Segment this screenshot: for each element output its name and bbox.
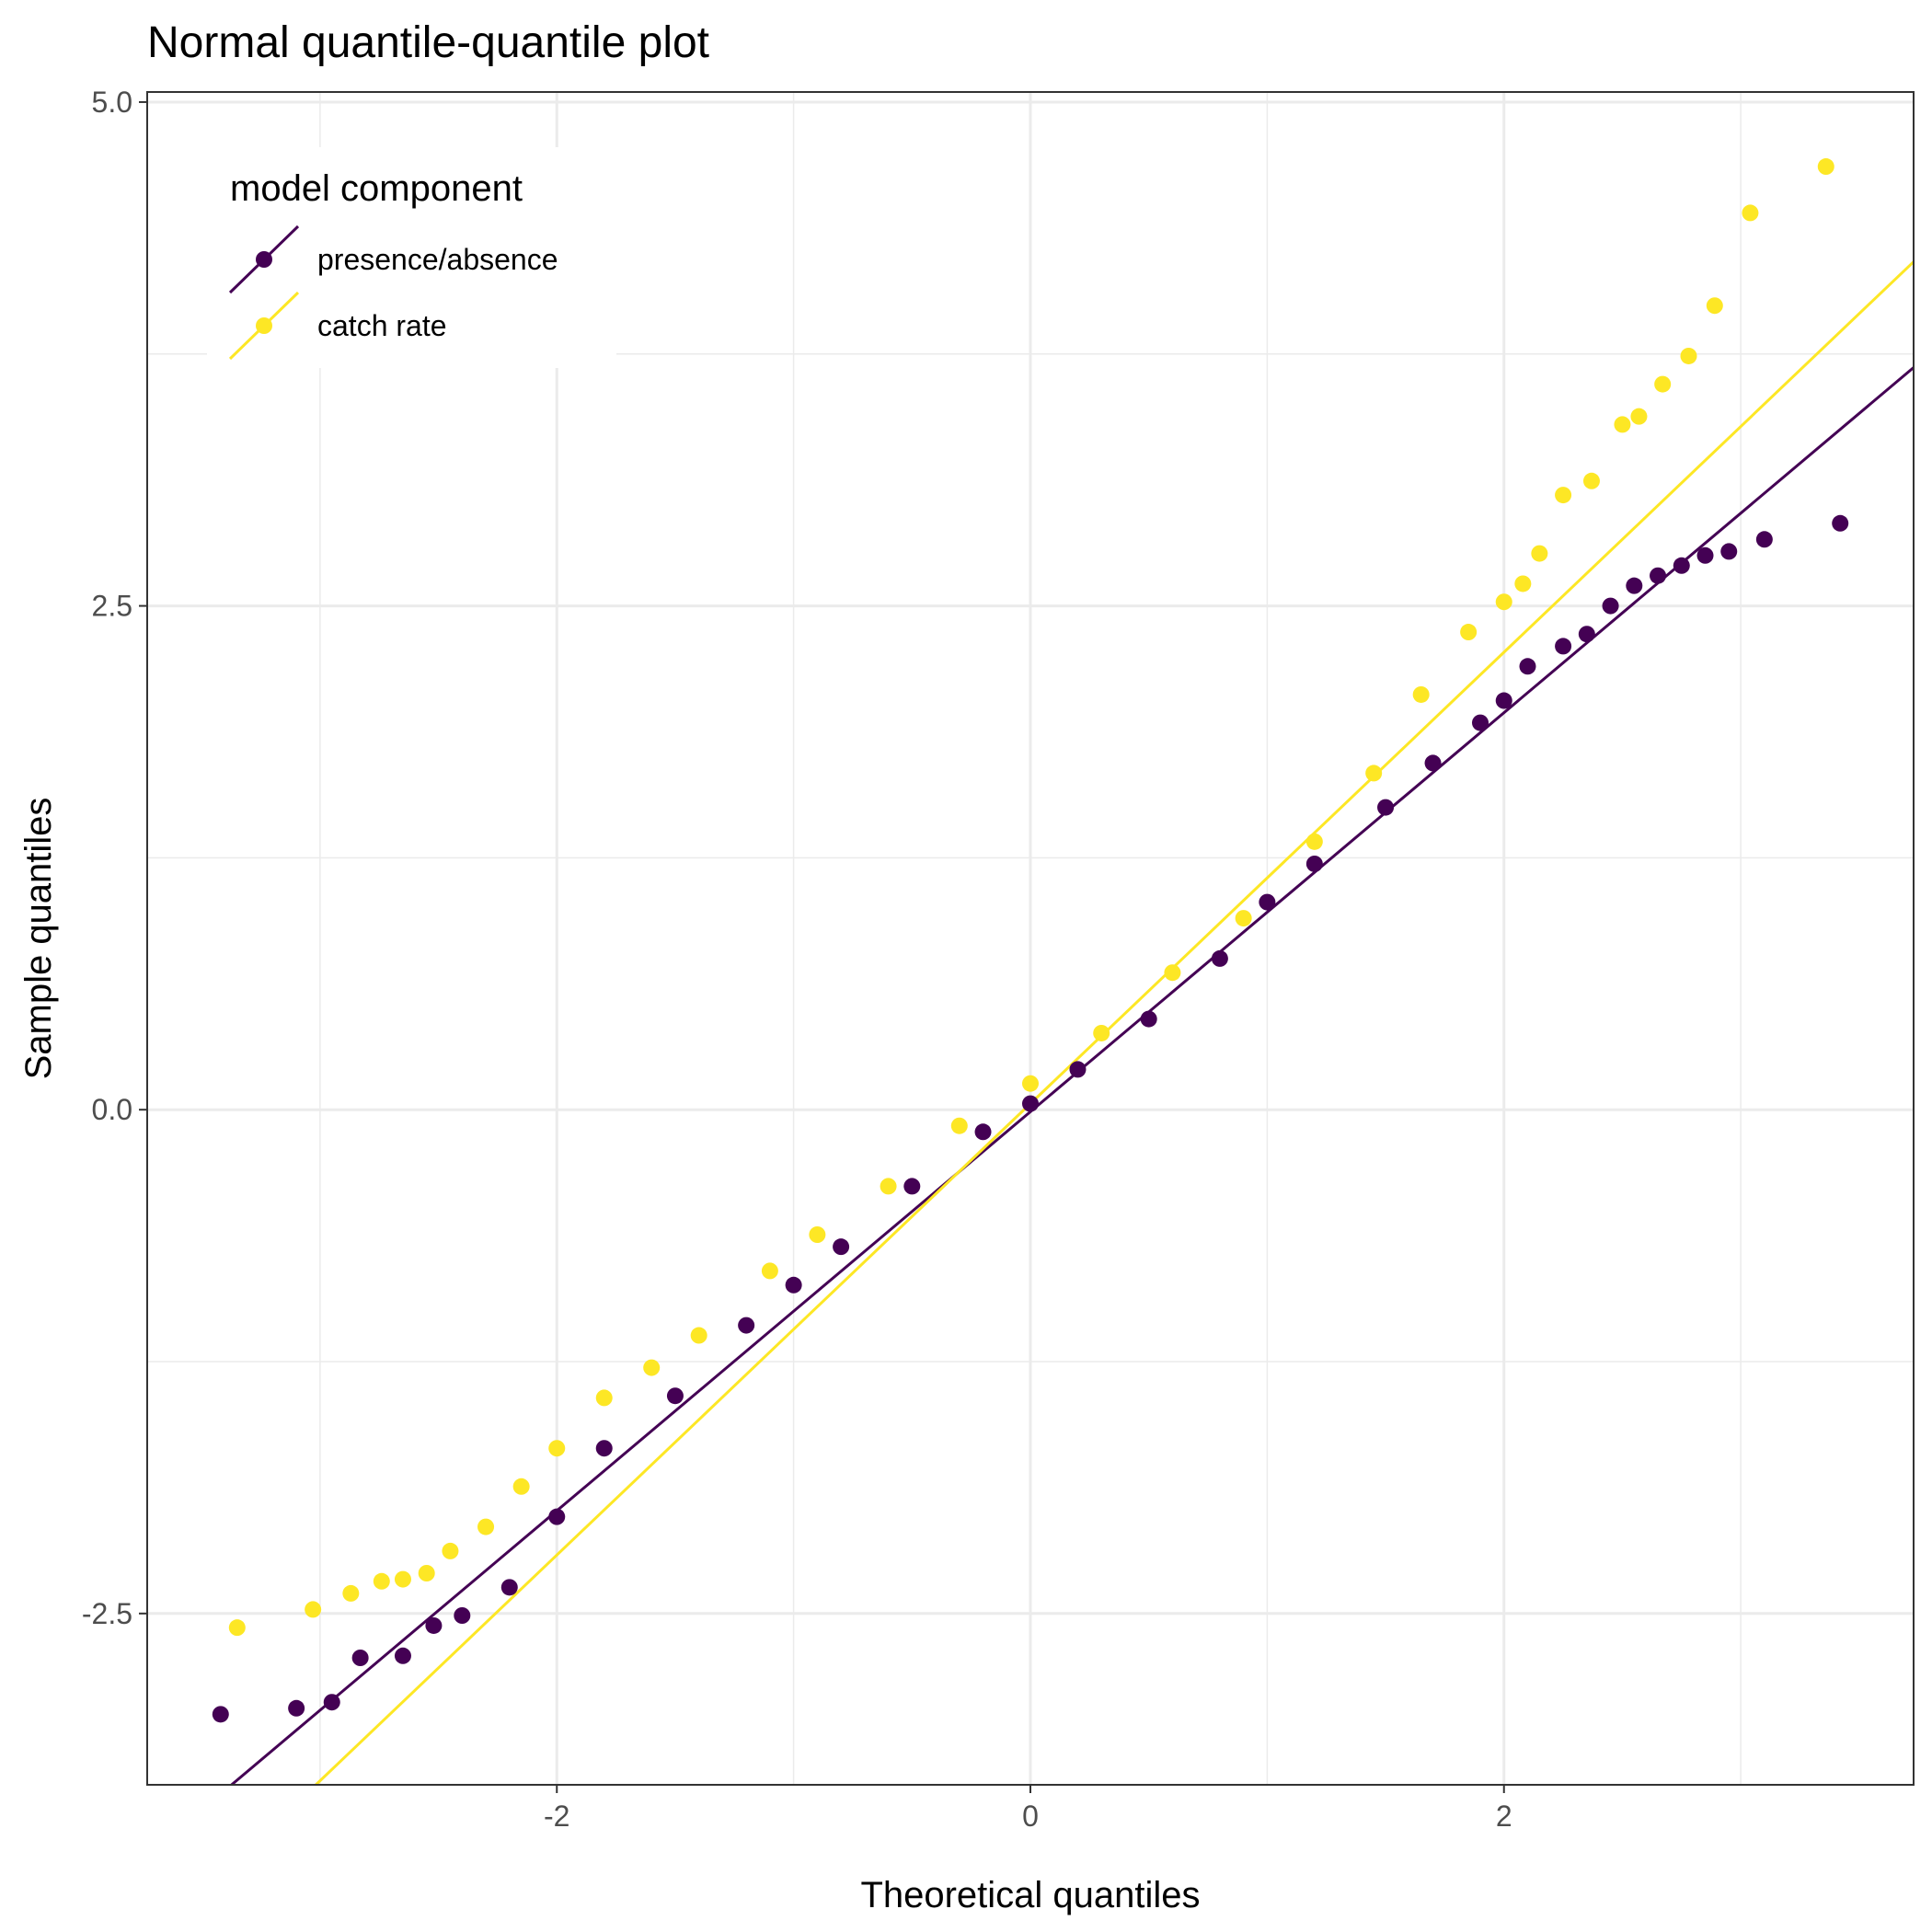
point-series-2 [1531, 545, 1548, 562]
legend-item-1: presence/absence [228, 224, 558, 294]
point-series-2 [1654, 375, 1672, 393]
point-series-1 [1377, 799, 1395, 816]
point-series-2 [1817, 158, 1834, 176]
y-axis-title: Sample quantiles [18, 798, 59, 1080]
point-series-2 [394, 1570, 411, 1588]
point-series-2 [1365, 765, 1383, 782]
point-series-2 [373, 1572, 390, 1590]
legend-title: model component [230, 168, 523, 209]
point-series-2 [1742, 204, 1759, 222]
point-series-2 [1164, 964, 1181, 982]
point-series-2 [1582, 472, 1600, 489]
point-series-2 [1555, 487, 1572, 504]
x-tick-label: -2 [544, 1800, 569, 1833]
point-series-1 [738, 1317, 755, 1334]
point-series-2 [442, 1542, 459, 1559]
point-series-1 [1650, 567, 1667, 584]
point-series-2 [1305, 833, 1323, 850]
data-points [212, 158, 1849, 1723]
point-series-1 [425, 1616, 443, 1634]
legend-label: presence/absence [317, 243, 558, 276]
point-series-2 [1093, 1024, 1110, 1041]
point-series-1 [903, 1178, 921, 1195]
point-series-2 [950, 1117, 968, 1134]
point-series-2 [1614, 416, 1631, 433]
point-series-1 [1305, 855, 1323, 872]
point-series-1 [1626, 577, 1643, 594]
axes: -2 0 2 -2.5 0.0 2.5 5.0 [82, 86, 1512, 1833]
point-series-1 [1578, 626, 1595, 643]
point-series-2 [761, 1262, 778, 1280]
point-series-1 [1022, 1095, 1039, 1112]
point-series-1 [323, 1694, 340, 1711]
point-series-1 [500, 1579, 518, 1596]
point-series-2 [643, 1359, 661, 1376]
legend-key-point [256, 251, 272, 268]
point-series-2 [1412, 685, 1430, 703]
point-series-1 [1673, 557, 1690, 574]
point-series-1 [1211, 949, 1228, 967]
point-series-1 [1755, 531, 1773, 548]
legend-label: catch rate [317, 309, 447, 342]
point-series-2 [342, 1584, 360, 1602]
point-series-2 [1460, 624, 1478, 641]
point-series-1 [974, 1123, 992, 1141]
point-series-1 [1069, 1061, 1087, 1078]
legend: model component presence/absence catch ra… [207, 147, 616, 368]
reference-line-2 [315, 260, 1915, 1787]
y-tick-label: 0.0 [92, 1093, 132, 1126]
point-series-2 [809, 1226, 826, 1243]
point-series-2 [548, 1440, 566, 1457]
reference-lines [230, 260, 1915, 1787]
point-series-1 [785, 1276, 802, 1294]
point-series-1 [548, 1508, 566, 1525]
point-series-1 [1602, 597, 1619, 615]
point-series-2 [418, 1565, 435, 1581]
x-tick-label: 0 [1022, 1800, 1039, 1833]
point-series-2 [690, 1327, 707, 1344]
point-series-2 [1235, 910, 1252, 927]
point-series-1 [394, 1647, 411, 1664]
point-series-2 [512, 1478, 530, 1495]
point-series-2 [477, 1518, 495, 1535]
chart-title: Normal quantile-quantile plot [147, 18, 709, 67]
point-series-2 [880, 1178, 897, 1195]
point-series-1 [351, 1650, 369, 1666]
point-series-1 [1696, 546, 1714, 564]
point-series-2 [1514, 575, 1532, 592]
point-series-2 [305, 1601, 322, 1618]
legend-item-2: catch rate [228, 291, 447, 361]
point-series-1 [454, 1607, 471, 1624]
y-tick-label: 5.0 [92, 86, 132, 119]
reference-line-1 [230, 366, 1915, 1787]
point-series-1 [1495, 692, 1512, 709]
point-series-1 [1259, 893, 1276, 911]
x-axis-title: Theoretical quantiles [860, 1875, 1200, 1915]
point-series-1 [833, 1238, 850, 1256]
point-series-1 [595, 1440, 613, 1457]
legend-key-point [256, 317, 272, 334]
point-series-1 [1424, 754, 1442, 772]
point-series-1 [666, 1387, 684, 1405]
point-series-1 [1472, 714, 1489, 731]
point-series-2 [1495, 593, 1512, 611]
point-series-1 [288, 1699, 305, 1717]
legend-background [207, 147, 616, 368]
point-series-1 [1832, 514, 1849, 532]
point-series-2 [1706, 297, 1723, 315]
x-tick-label: 2 [1496, 1800, 1512, 1833]
point-series-1 [212, 1706, 229, 1723]
point-series-1 [1720, 543, 1738, 560]
point-series-2 [1680, 347, 1697, 364]
point-series-1 [1555, 638, 1572, 655]
point-series-2 [228, 1619, 246, 1637]
y-tick-label: 2.5 [92, 590, 132, 623]
point-series-2 [595, 1389, 613, 1407]
point-series-2 [1022, 1075, 1039, 1092]
point-series-1 [1140, 1010, 1157, 1028]
point-series-2 [1630, 408, 1648, 425]
y-tick-label: -2.5 [82, 1597, 132, 1630]
point-series-1 [1519, 658, 1536, 675]
